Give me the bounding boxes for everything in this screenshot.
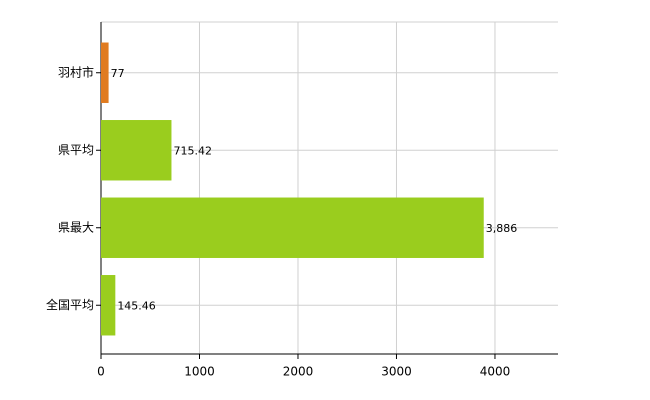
x-tick-label: 3000 xyxy=(381,365,412,379)
x-tick-label: 0 xyxy=(97,365,105,379)
value-label: 77 xyxy=(111,67,125,80)
x-tick-label: 2000 xyxy=(283,365,314,379)
x-tick-label: 1000 xyxy=(184,365,215,379)
bar xyxy=(101,120,172,181)
y-tick-label: 県平均 xyxy=(58,143,94,157)
value-label: 715.42 xyxy=(173,144,212,157)
bar xyxy=(101,275,116,336)
value-label: 145.46 xyxy=(117,299,156,312)
y-tick-label: 羽村市 xyxy=(58,64,94,79)
bar xyxy=(101,42,109,103)
y-tick-label: 全国平均 xyxy=(46,297,94,312)
x-tick-label: 4000 xyxy=(480,365,511,379)
bar xyxy=(101,197,484,258)
value-label: 3,886 xyxy=(486,222,518,235)
y-tick-label: 県最大 xyxy=(58,220,94,234)
